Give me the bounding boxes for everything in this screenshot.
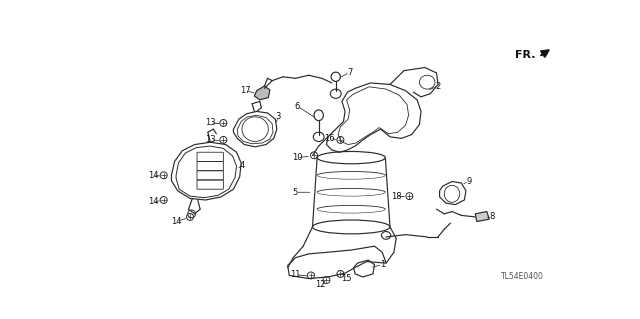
Text: 8: 8 <box>490 212 495 221</box>
Text: 10: 10 <box>292 153 302 162</box>
Text: 13: 13 <box>205 118 216 128</box>
Text: 12: 12 <box>315 280 326 289</box>
Text: 6: 6 <box>294 101 300 111</box>
Text: 16: 16 <box>324 134 335 143</box>
Text: 5: 5 <box>293 188 298 197</box>
Text: TL54E0400: TL54E0400 <box>500 272 543 281</box>
Text: 14: 14 <box>171 217 181 226</box>
Text: 14: 14 <box>148 197 158 206</box>
Text: 2: 2 <box>435 82 441 91</box>
Text: 13: 13 <box>205 136 216 145</box>
Text: 7: 7 <box>347 68 353 77</box>
Text: 15: 15 <box>341 274 352 283</box>
Text: 18: 18 <box>391 192 401 201</box>
Text: 9: 9 <box>467 177 472 186</box>
Text: FR.: FR. <box>515 50 536 60</box>
Polygon shape <box>476 211 489 221</box>
Text: 17: 17 <box>241 86 251 95</box>
Text: 3: 3 <box>276 112 281 121</box>
Polygon shape <box>254 86 270 100</box>
Text: 4: 4 <box>240 161 245 170</box>
Text: 1: 1 <box>380 260 385 269</box>
Text: 11: 11 <box>290 270 301 279</box>
Text: 14: 14 <box>148 171 158 180</box>
